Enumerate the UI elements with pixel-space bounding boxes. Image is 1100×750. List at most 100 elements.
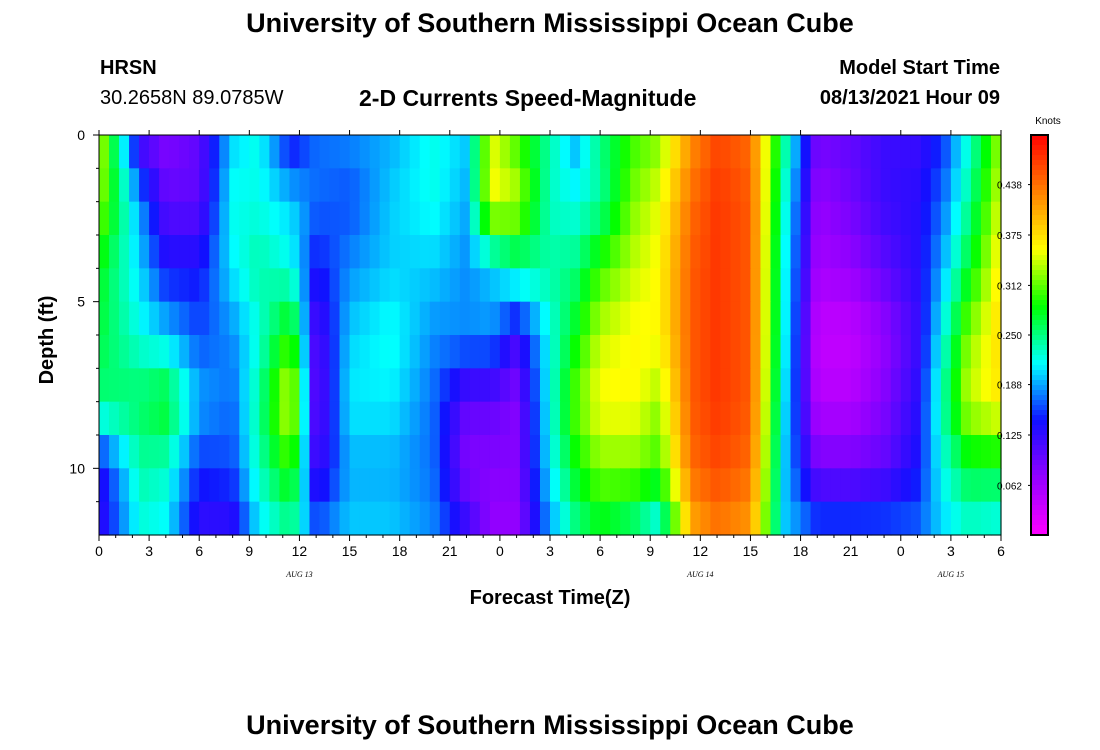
heatmap-cell <box>720 235 731 269</box>
heatmap-cell <box>119 468 130 503</box>
heatmap-cell <box>900 201 912 236</box>
heatmap-cell <box>219 468 230 503</box>
heatmap-cell <box>990 435 1002 469</box>
heatmap-cell <box>189 268 200 303</box>
heatmap-cell <box>870 468 882 503</box>
heatmap-cell <box>640 335 651 369</box>
heatmap-cell <box>700 201 711 236</box>
heatmap-cell <box>550 268 561 303</box>
heatmap-cell <box>379 335 391 369</box>
heatmap-cell <box>369 468 381 503</box>
heatmap-cell <box>950 301 962 336</box>
heatmap-cell <box>409 335 421 369</box>
heatmap-cell <box>459 268 471 303</box>
heatmap-cell <box>860 368 872 403</box>
heatmap-cell <box>610 368 621 403</box>
colorbar-segment <box>1031 190 1048 196</box>
heatmap-cell <box>139 335 150 369</box>
heatmap-cell <box>539 201 551 236</box>
heatmap-cell <box>129 335 140 369</box>
heatmap-cell <box>840 501 852 536</box>
heatmap-cell <box>209 501 220 536</box>
heatmap-cell <box>419 301 431 336</box>
heatmap-cell <box>610 168 621 203</box>
heatmap-cell <box>269 135 280 169</box>
heatmap-cell <box>770 201 782 236</box>
heatmap-cell <box>459 468 471 503</box>
heatmap-cell <box>389 201 401 236</box>
colorbar-segment <box>1031 470 1048 476</box>
x-tick-label: 0 <box>897 543 905 559</box>
heatmap-cell <box>960 468 972 503</box>
heatmap-cell <box>860 435 872 469</box>
heatmap-cell <box>359 268 371 303</box>
colorbar-segment <box>1031 240 1048 246</box>
heatmap-cell <box>199 401 210 436</box>
heatmap-cell <box>429 168 441 203</box>
heatmap-cell <box>660 435 671 469</box>
heatmap-cell <box>189 135 200 169</box>
heatmap-cell <box>379 301 391 336</box>
heatmap-cell <box>529 168 541 203</box>
heatmap-cell <box>369 301 381 336</box>
heatmap-cell <box>840 368 852 403</box>
heatmap-cell <box>99 201 110 236</box>
heatmap-cell <box>519 201 531 236</box>
heatmap-cell <box>800 401 812 436</box>
colorbar-segment <box>1031 145 1048 151</box>
colorbar-segment <box>1031 385 1048 391</box>
heatmap-cell <box>119 501 130 536</box>
heatmap-cell <box>850 201 862 236</box>
heatmap-cell <box>600 135 611 169</box>
heatmap-cell <box>820 268 832 303</box>
heatmap-cell <box>970 201 982 236</box>
heatmap-cell <box>419 501 431 536</box>
heatmap-cell <box>710 501 721 536</box>
heatmap-cell <box>940 268 952 303</box>
heatmap-cell <box>489 335 501 369</box>
heatmap-cell <box>419 268 431 303</box>
heatmap-cell <box>479 501 491 536</box>
colorbar-segment <box>1031 260 1048 266</box>
heatmap-cell <box>399 435 411 469</box>
heatmap-cell <box>439 468 451 503</box>
heatmap-cell <box>479 401 491 436</box>
heatmap-cell <box>509 235 521 269</box>
heatmap-cell <box>620 135 631 169</box>
heatmap-cell <box>910 168 922 203</box>
heatmap-cell <box>389 268 401 303</box>
heatmap-cell <box>780 268 792 303</box>
heatmap-cell <box>469 168 481 203</box>
heatmap-cell <box>539 335 551 369</box>
heatmap-cell <box>740 268 752 303</box>
heatmap-cell <box>580 335 591 369</box>
heatmap-cell <box>119 401 130 436</box>
heatmap-cell <box>830 401 842 436</box>
heatmap-cell <box>710 201 721 236</box>
heatmap-cell <box>119 201 130 236</box>
heatmap-cell <box>890 435 902 469</box>
heatmap-cell <box>700 268 711 303</box>
heatmap-cell <box>209 368 220 403</box>
heatmap-cell <box>279 135 291 169</box>
heatmap-cell <box>329 135 341 169</box>
heatmap-cell <box>259 501 270 536</box>
heatmap-cell <box>359 301 371 336</box>
heatmap-cell <box>199 301 210 336</box>
colorbar-segment <box>1031 150 1048 156</box>
heatmap-cell <box>219 135 230 169</box>
heatmap-cell <box>980 435 992 469</box>
heatmap-cell <box>890 235 902 269</box>
heatmap-cell <box>910 435 922 469</box>
heatmap-cell <box>820 368 832 403</box>
heatmap-cell <box>890 268 902 303</box>
heatmap-cell <box>910 135 922 169</box>
heatmap-cell <box>930 168 942 203</box>
heatmap-cell <box>149 201 160 236</box>
heatmap-cell <box>830 168 842 203</box>
heatmap-cell <box>660 335 671 369</box>
heatmap-cell <box>720 135 731 169</box>
heatmap-cell <box>780 135 792 169</box>
heatmap-cell <box>259 135 270 169</box>
heatmap-cell <box>850 401 862 436</box>
